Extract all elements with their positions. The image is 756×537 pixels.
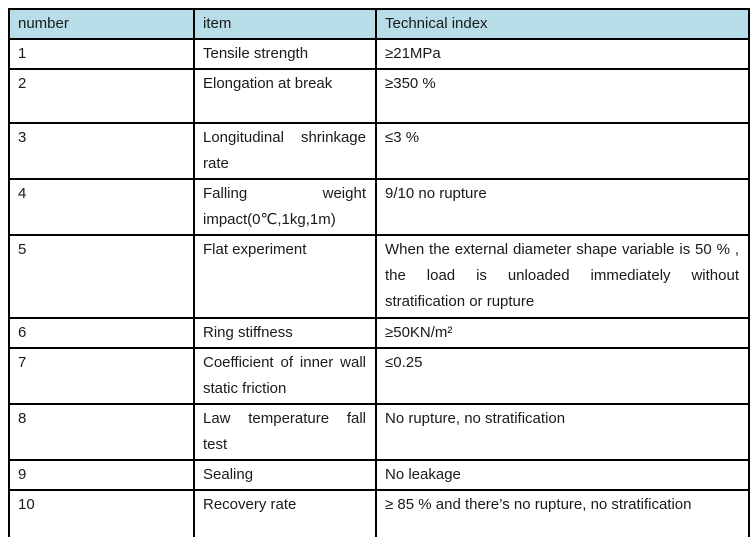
table-row: 9 Sealing No leakage — [8, 459, 750, 491]
table-row: 1 Tensile strength ≥21MPa — [8, 38, 750, 70]
cell-item: Law temperature fall test — [193, 403, 377, 461]
table-row: 3 Longitudinal shrinkage rate ≤3 % — [8, 122, 750, 180]
table-row: 8 Law temperature fall test No rupture, … — [8, 403, 750, 461]
cell-number: 5 — [8, 234, 195, 319]
cell-item: Sealing — [193, 459, 377, 491]
cell-item: Falling weight impact(0℃,1kg,1m) — [193, 178, 377, 236]
cell-technical-index: ≥350 % — [375, 68, 750, 124]
cell-number: 1 — [8, 38, 195, 70]
header-cell-item: item — [193, 8, 377, 40]
header-cell-number: number — [8, 8, 195, 40]
cell-item: Coefficient of inner wall static frictio… — [193, 347, 377, 405]
cell-technical-index: ≤0.25 — [375, 347, 750, 405]
header-cell-technical-index: Technical index — [375, 8, 750, 40]
cell-number: 8 — [8, 403, 195, 461]
technical-index-table: number item Technical index 1 Tensile st… — [8, 8, 750, 537]
header-row: number item Technical index — [8, 8, 750, 40]
cell-technical-index: When the external diameter shape variabl… — [375, 234, 750, 319]
cell-number: 10 — [8, 489, 195, 537]
cell-item: Longitudinal shrinkage rate — [193, 122, 377, 180]
cell-number: 9 — [8, 459, 195, 491]
cell-number: 3 — [8, 122, 195, 180]
table-row: 7 Coefficient of inner wall static frict… — [8, 347, 750, 405]
table-row: 4 Falling weight impact(0℃,1kg,1m) 9/10 … — [8, 178, 750, 236]
cell-item: Tensile strength — [193, 38, 377, 70]
table-row: 10 Recovery rate ≥ 85 % and there’s no r… — [8, 489, 750, 537]
cell-technical-index: No leakage — [375, 459, 750, 491]
table-row: 5 Flat experiment When the external diam… — [8, 234, 750, 319]
cell-technical-index: ≤3 % — [375, 122, 750, 180]
cell-item: Flat experiment — [193, 234, 377, 319]
table-row: 6 Ring stiffness ≥50KN/m² — [8, 317, 750, 349]
cell-number: 4 — [8, 178, 195, 236]
cell-item: Recovery rate — [193, 489, 377, 537]
table-row: 2 Elongation at break ≥350 % — [8, 68, 750, 124]
cell-item: Ring stiffness — [193, 317, 377, 349]
cell-item: Elongation at break — [193, 68, 377, 124]
cell-technical-index: ≥50KN/m² — [375, 317, 750, 349]
cell-technical-index: ≥21MPa — [375, 38, 750, 70]
cell-number: 7 — [8, 347, 195, 405]
cell-technical-index: 9/10 no rupture — [375, 178, 750, 236]
cell-technical-index: ≥ 85 % and there’s no rupture, no strati… — [375, 489, 750, 537]
cell-number: 2 — [8, 68, 195, 124]
cell-technical-index: No rupture, no stratification — [375, 403, 750, 461]
cell-number: 6 — [8, 317, 195, 349]
